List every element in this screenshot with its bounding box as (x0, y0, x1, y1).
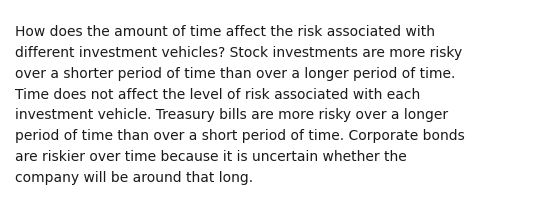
Text: How does the amount of time affect the risk associated with
different investment: How does the amount of time affect the r… (15, 25, 464, 185)
